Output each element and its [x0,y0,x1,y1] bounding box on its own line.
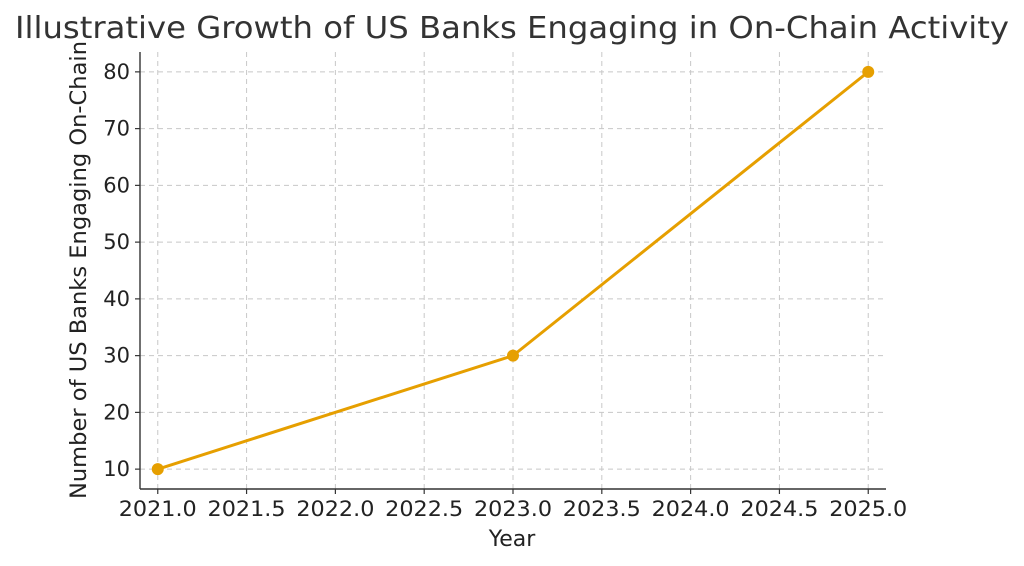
y-tick-label: 50 [103,230,130,254]
y-tick-label: 70 [103,117,130,141]
data-point [151,463,164,476]
x-tick-label: 2025.0 [829,497,907,521]
y-tick-label: 80 [103,60,130,84]
y-axis-ticks: 10 20 30 40 50 60 70 80 [103,60,140,481]
y-tick-label: 60 [103,173,130,197]
x-tick-label: 2024.0 [652,497,730,521]
y-tick-label: 20 [103,400,130,424]
x-tick-label: 2023.5 [563,497,641,521]
y-axis-label: Number of US Banks Engaging On-Chain [67,41,92,499]
series-layer [151,65,875,476]
chart-title: Illustrative Growth of US Banks Engaging… [15,11,1009,46]
x-tick-label: 2021.5 [208,497,286,521]
y-tick-label: 40 [103,287,130,311]
grid [140,52,886,489]
data-point [862,65,875,78]
x-axis-label: Year [488,527,537,552]
x-tick-label: 2024.5 [740,497,818,521]
x-tick-label: 2022.0 [296,497,374,521]
data-point [507,349,519,362]
x-tick-label: 2022.5 [385,497,463,521]
x-tick-label: 2021.0 [119,497,197,521]
y-tick-label: 30 [103,344,130,368]
x-tick-label: 2023.0 [474,497,552,521]
y-tick-label: 10 [103,457,130,481]
x-axis-ticks: 2021.0 2021.5 2022.0 2022.5 2023.0 2023.5 2024… [119,489,907,521]
